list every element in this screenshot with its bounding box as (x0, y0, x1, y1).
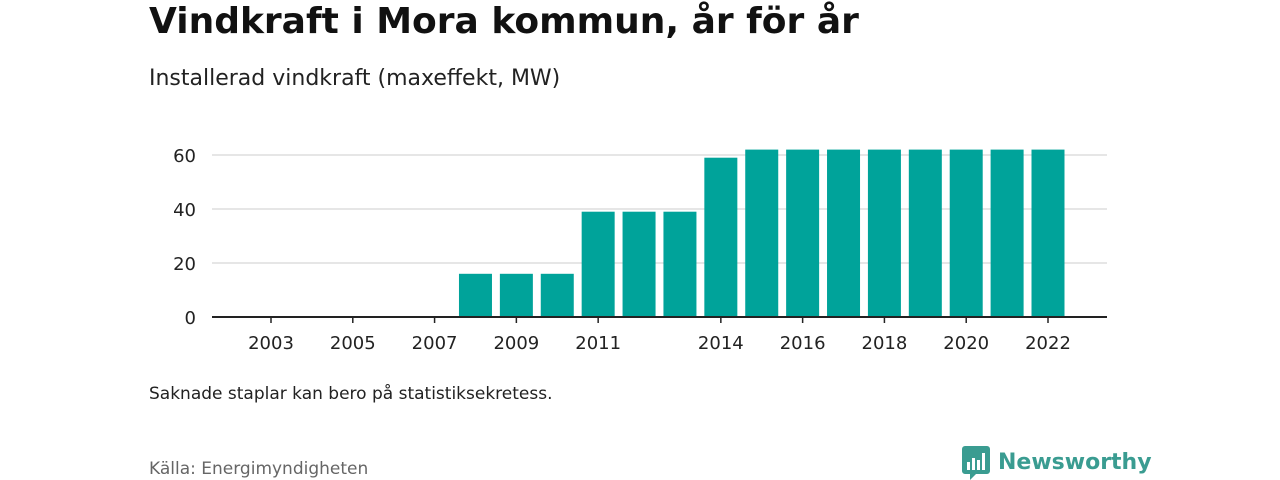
x-tick-label: 2003 (248, 333, 294, 354)
bar (908, 149, 942, 317)
bar (786, 149, 820, 317)
bar (990, 149, 1024, 317)
footnote: Saknade staplar kan bero på statistiksek… (149, 384, 553, 404)
x-tick-label: 2007 (412, 333, 458, 354)
bar (867, 149, 901, 317)
chart-title: Vindkraft i Mora kommun, år för år (149, 1, 859, 42)
x-tick-label: 2020 (943, 333, 989, 354)
bar (499, 273, 533, 317)
x-tick-label: 2016 (780, 333, 826, 354)
x-tick-label: 2014 (698, 333, 744, 354)
x-tick-label: 2011 (575, 333, 621, 354)
brand-logo[interactable]: Newsworthy (962, 446, 1152, 480)
bar (1031, 149, 1065, 317)
x-tick-label: 2009 (493, 333, 539, 354)
bar (827, 149, 861, 317)
y-tick-label: 60 (173, 146, 196, 167)
chart-subtitle: Installerad vindkraft (maxeffekt, MW) (149, 66, 561, 91)
bar (622, 211, 656, 317)
bar (581, 211, 615, 317)
bar (540, 273, 574, 317)
bar (704, 157, 738, 317)
source-credit: Källa: Energimyndigheten (149, 459, 369, 479)
bar (949, 149, 983, 317)
x-tick-label: 2022 (1025, 333, 1071, 354)
x-tick-label: 2018 (862, 333, 908, 354)
y-tick-label: 40 (173, 200, 196, 221)
y-tick-label: 0 (185, 308, 196, 329)
bar (663, 211, 697, 317)
bar (745, 149, 779, 317)
bar-chart-speech-bubble-icon (962, 446, 990, 480)
brand-name: Newsworthy (998, 450, 1152, 475)
y-tick-label: 20 (173, 254, 196, 275)
x-tick-label: 2005 (330, 333, 376, 354)
bar (458, 273, 492, 317)
